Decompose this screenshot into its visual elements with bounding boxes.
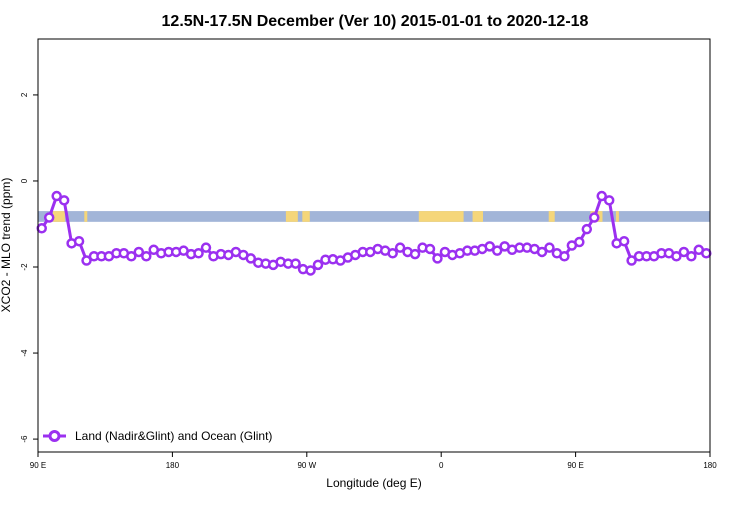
data-point (43, 212, 55, 223)
data-point (245, 253, 257, 264)
x-tick-label: 90 E (567, 461, 583, 470)
data-point (51, 190, 62, 202)
land-segment (285, 211, 298, 222)
land-segment (84, 211, 88, 222)
x-axis: 90 E 180 90 W 0 90 E 180 (30, 452, 717, 470)
data-point (589, 212, 600, 223)
land-segment (302, 211, 310, 222)
data-point (394, 242, 406, 253)
ocean-band (38, 211, 710, 222)
data-point (290, 258, 301, 269)
legend: Land (Nadir&Glint) and Ocean (Glint) (43, 429, 272, 443)
data-point (491, 245, 503, 256)
y-tick-label: -4 (20, 349, 29, 357)
land-ocean-strip (38, 211, 710, 222)
y-tick-label: -2 (20, 263, 29, 271)
series-layer (36, 190, 712, 276)
data-point (701, 247, 712, 259)
land-segment (615, 211, 619, 222)
land-segment (418, 211, 464, 222)
land-segment (52, 211, 65, 222)
data-point (671, 251, 682, 262)
data-point (141, 251, 152, 262)
data-point (626, 255, 637, 266)
data-point (536, 246, 548, 258)
y-tick-label: -6 (20, 435, 29, 443)
legend-label: Land (Nadir&Glint) and Ocean (Glint) (75, 429, 272, 443)
x-tick-label: 180 (166, 461, 180, 470)
y-axis: 2 0 -2 -4 -6 (20, 92, 38, 443)
y-axis-label: XCO2 - MLO trend (ppm) (0, 178, 13, 313)
x-tick-label: 180 (703, 461, 717, 470)
x-tick-label: 90 W (297, 461, 316, 470)
data-point (126, 251, 137, 262)
data-point (559, 251, 570, 262)
data-point (133, 246, 145, 258)
x-tick-label: 0 (439, 461, 444, 470)
data-point (432, 253, 443, 264)
data-point (305, 265, 316, 276)
plot-frame (37, 38, 711, 453)
x-axis-label: Longitude (deg E) (326, 476, 421, 490)
data-point (387, 247, 398, 259)
y-tick-label: 2 (20, 92, 29, 97)
data-point (484, 241, 495, 252)
x-tick-label: 90 E (30, 461, 46, 470)
data-point (193, 247, 204, 259)
data-point (596, 190, 607, 202)
data-point (200, 242, 212, 253)
data-point (312, 259, 324, 271)
data-point (581, 223, 593, 235)
data-point (686, 251, 697, 262)
chart-title: 12.5N-17.5N December (Ver 10) 2015-01-01… (162, 13, 589, 30)
legend-marker (48, 430, 61, 442)
data-point (618, 235, 630, 247)
land-segment (548, 211, 555, 222)
data-point (603, 195, 615, 206)
data-point (544, 242, 555, 253)
data-point (81, 255, 92, 266)
land-segment (472, 211, 484, 222)
data-point (574, 236, 585, 248)
data-point (424, 243, 436, 255)
data-point (678, 246, 690, 258)
series-line (40, 194, 707, 272)
data-point (73, 235, 85, 247)
y-tick-label: 0 (20, 178, 29, 183)
data-point (58, 195, 70, 206)
data-point (36, 223, 47, 234)
data-point (409, 248, 421, 260)
